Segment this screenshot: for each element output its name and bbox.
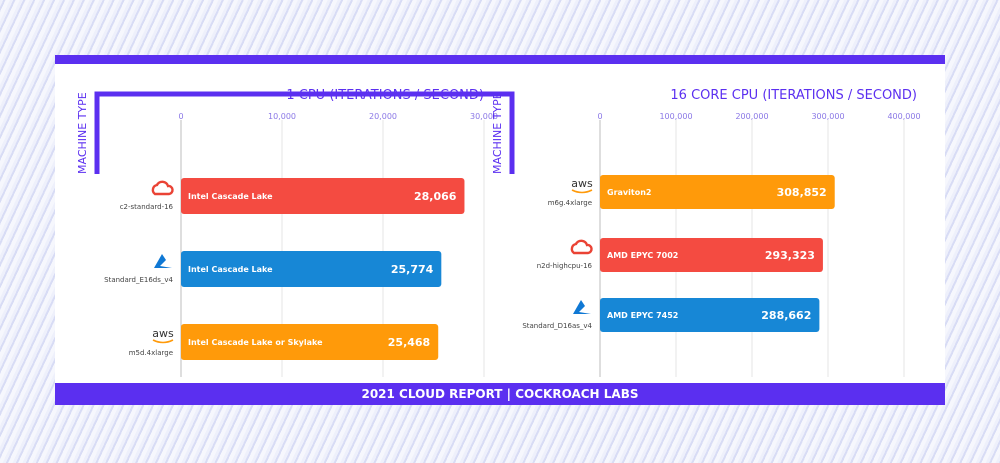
chart1-category-label: m6g.4xlarge [548,199,592,207]
charts-svg: 1 CPU (ITERATIONS / SECOND)MACHINE TYPE 0… [76,88,921,377]
chart0-bar [181,251,442,287]
chart-card: 1 CPU (ITERATIONS / SECOND) MACHINE TYPE 0… [55,55,945,405]
chart1-tick-label: 100,000 [659,112,692,121]
chart1-aws-logo-icon: aws [571,177,593,190]
chart1-bar-label: Graviton2 [607,188,651,197]
chart1-bar-label: AMD EPYC 7002 [607,251,678,260]
chart0-google-cloud-icon [151,180,174,196]
chart0-y-label: MACHINE TYPE [76,92,89,174]
chart1-bar [600,238,823,272]
chart0-bracket [94,91,310,174]
footer-banner: 2021 CLOUD REPORT | COCKROACH LABS [55,383,945,405]
chart1-tick-label: 0 [597,112,602,121]
chart0-tick-label: 30,000 [470,112,498,121]
chart1-tick-label: 200,000 [735,112,768,121]
chart0-category-label: Standard_E16ds_v4 [104,276,173,284]
top-accent-bar [55,55,945,64]
chart0-bar-label: Intel Cascade Lake [188,265,273,274]
chart1-y-label: MACHINE TYPE [491,92,504,174]
chart0-category-label: c2-standard-16 [120,203,174,211]
chart0-aws-logo-icon: aws [152,327,174,340]
chart0-aws-smile-icon [152,339,174,344]
chart0-value-label: 25,774 [391,263,434,276]
chart0-bar [181,324,439,360]
chart1-title: 16 CORE CPU (ITERATIONS / SECOND) [670,88,917,103]
chart0-tick-label: 20,000 [369,112,397,121]
chart1-category-label: n2d-highcpu-16 [537,262,593,270]
chart1-aws-smile-icon [571,189,593,194]
chart1-azure-icon [573,300,591,314]
chart1-bracket [205,91,515,174]
chart0-value-label: 25,468 [388,336,430,349]
chart1-tick-label: 300,000 [811,112,844,121]
chart0-bar-label: Intel Cascade Lake [188,192,273,201]
chart0-tick-label: 10,000 [268,112,296,121]
chart0-bar-label: Intel Cascade Lake or Skylake [188,338,323,347]
chart1-value-label: 288,662 [761,309,811,322]
chart1-bar [600,175,835,209]
chart0-azure-icon [154,254,172,268]
chart0-bar [181,178,465,214]
chart0-value-label: 28,066 [414,190,457,203]
chart1-value-label: 293,323 [765,249,815,262]
chart1-bar [600,298,820,332]
chart1-tick-label: 400,000 [887,112,920,121]
chart0-tick-label: 0 [178,112,183,121]
chart1-bar-label: AMD EPYC 7452 [607,311,678,320]
chart1-category-label: Standard_D16as_v4 [522,322,592,330]
chart0-category-label: m5d.4xlarge [129,349,173,357]
chart1-value-label: 308,852 [777,186,827,199]
chart1-google-cloud-icon [570,239,593,255]
